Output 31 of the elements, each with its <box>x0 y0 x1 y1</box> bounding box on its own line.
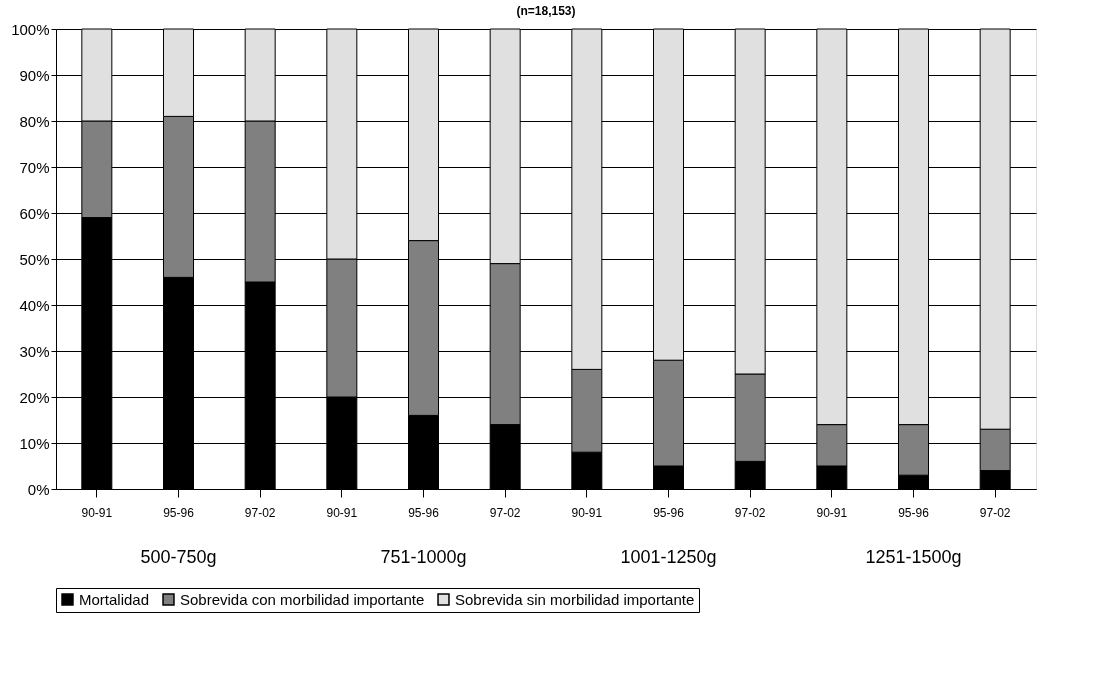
x-tick-label: 95-96 <box>163 505 195 520</box>
x-tick-label: 95-96 <box>898 505 930 520</box>
x-tick-label: 90-91 <box>81 505 113 520</box>
text: 1251-1500g <box>865 547 962 567</box>
y-tick-label: 30% <box>19 342 50 360</box>
legend-label: Mortalidad <box>79 590 150 608</box>
y-tick-label: 60% <box>19 204 50 222</box>
chart-subtitle: (n=18,153) <box>516 4 576 18</box>
x-tick-label: 90-91 <box>571 505 603 520</box>
legend-label: Sobrevida sin morbilidad importante <box>455 590 695 608</box>
x-tick-label: 97-02 <box>734 505 766 520</box>
y-tick-label: 100% <box>11 20 50 38</box>
x-tick-label: 95-96 <box>653 505 685 520</box>
text: 500-750g <box>140 547 217 567</box>
y-tick-label: 50% <box>19 250 50 268</box>
x-tick-label: 97-02 <box>489 505 521 520</box>
y-tick-label: 90% <box>19 66 50 84</box>
y-tick-label: 20% <box>19 388 50 406</box>
y-tick-label: 80% <box>19 112 50 130</box>
x-tick-label: 97-02 <box>244 505 276 520</box>
y-tick-label: 10% <box>19 434 50 452</box>
y-tick-label: 40% <box>19 296 50 314</box>
x-tick-label: 90-91 <box>326 505 358 520</box>
text: 1001-1250g <box>620 547 717 567</box>
x-tick-label: 90-91 <box>816 505 848 520</box>
y-tick-label: 70% <box>19 158 50 176</box>
x-tick-label: 95-96 <box>408 505 440 520</box>
y-tick-label: 0% <box>27 480 50 498</box>
text: 751-1000g <box>380 547 467 567</box>
legend-label: Sobrevida con morbilidad importante <box>180 590 425 608</box>
x-tick-label: 97-02 <box>979 505 1011 520</box>
